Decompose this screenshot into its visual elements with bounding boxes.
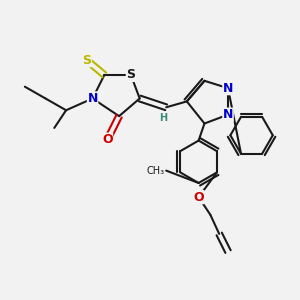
Text: N: N xyxy=(223,108,233,121)
Text: O: O xyxy=(102,133,112,146)
Text: H: H xyxy=(159,112,167,123)
Text: N: N xyxy=(223,82,233,95)
Text: O: O xyxy=(193,190,204,204)
Text: CH₃: CH₃ xyxy=(147,166,165,176)
Text: S: S xyxy=(82,54,91,67)
Text: N: N xyxy=(87,92,98,105)
Text: S: S xyxy=(126,68,135,81)
